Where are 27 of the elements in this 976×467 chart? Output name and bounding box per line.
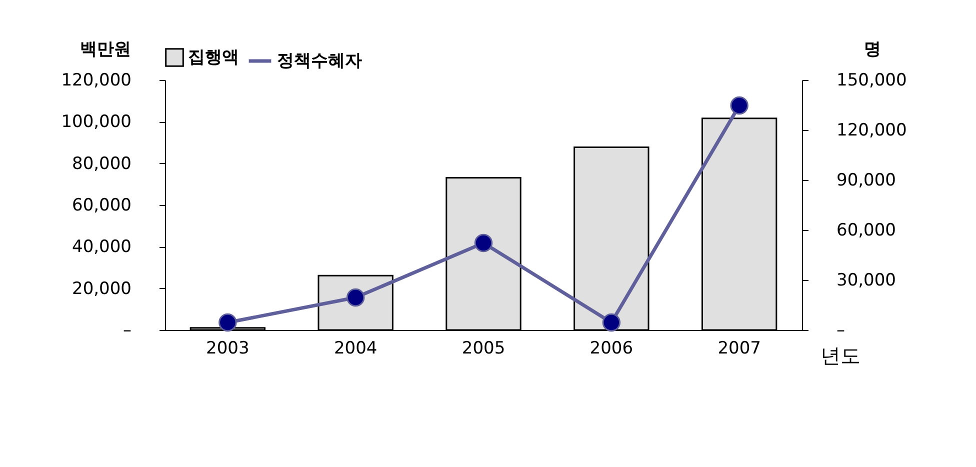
legend-label: 집행액: [188, 48, 239, 68]
x-tick-label: 2005: [462, 338, 506, 358]
legend-label: 정책수혜자: [277, 51, 362, 71]
y2-tick-label: 120,000: [836, 120, 907, 140]
x-axis-title: 년도: [820, 344, 860, 368]
y2-tick-label: 60,000: [836, 220, 896, 240]
x-tick-label: 2007: [718, 338, 761, 358]
point: [218, 313, 237, 332]
x-tick-label: 2003: [206, 338, 250, 358]
y-tick-label: 60,000: [72, 196, 132, 216]
y-tick-label: 40,000: [72, 237, 132, 258]
y-tick-label: –: [123, 320, 132, 340]
y-tick-label: 80,000: [72, 154, 132, 174]
y2-tick-label: 90,000: [836, 170, 896, 190]
y-tick-label: 100,000: [61, 112, 132, 132]
x-tick-label: 2004: [334, 338, 378, 358]
point: [474, 234, 493, 252]
point: [730, 96, 748, 115]
y2-tick-label: 150,000: [836, 70, 907, 90]
y2-tick-label: 30,000: [836, 270, 896, 290]
point: [602, 313, 621, 332]
y-tick-label: 20,000: [72, 278, 132, 299]
y-tick-label: 120,000: [61, 70, 132, 90]
y-axis-title: 백만원: [80, 40, 131, 60]
y2-axis-title: 명: [864, 40, 881, 60]
y2-tick-label: –: [836, 320, 845, 340]
x-tick-label: 2006: [590, 338, 634, 358]
